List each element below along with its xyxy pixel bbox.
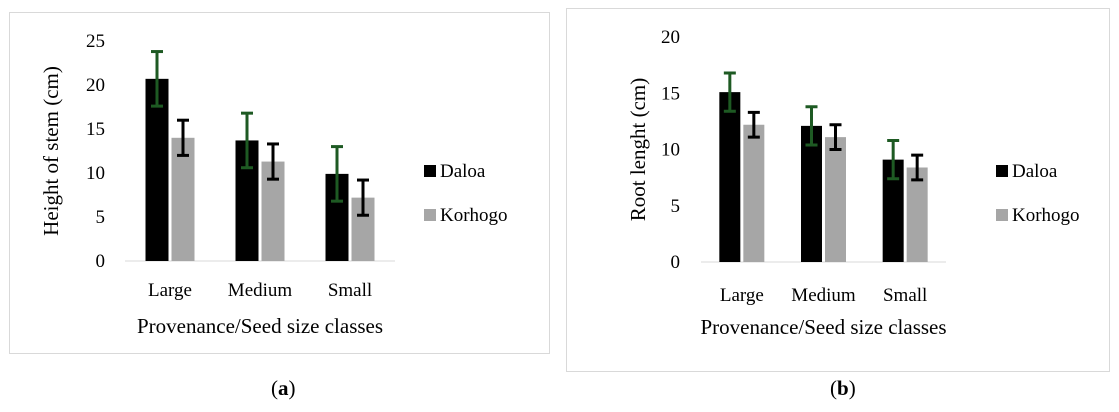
caption-a: (a) [271, 376, 296, 400]
caption-a-letter: a [278, 376, 289, 400]
chart-b-bar-korhogo-small [906, 167, 928, 262]
caption-b-letter: b [837, 376, 849, 400]
chart-b-bar-daloa-large [719, 92, 741, 262]
chart-a-ytick-label: 10 [86, 163, 105, 184]
chart-a-ytick-label: 25 [86, 31, 105, 52]
chart-a-legend-swatch-korhogo [424, 209, 436, 221]
chart-a-category-label: Medium [228, 280, 293, 301]
chart-b-x-axis-title: Provenance/Seed size classes [700, 315, 946, 339]
chart-a-ytick-label: 0 [96, 251, 106, 272]
chart-b-legend-swatch-korhogo [996, 209, 1008, 221]
chart-b-ytick-label: 15 [661, 83, 680, 104]
chart-b-ytick-label: 0 [671, 252, 681, 273]
chart-a-legend-swatch-daloa [424, 165, 436, 177]
chart-b-bar-daloa-small [882, 159, 904, 262]
chart-b-bar-daloa-medium [801, 125, 822, 262]
chart-b: 0 5 10 15 20 Large Medium Small Provenance/Seed … [626, 27, 1080, 339]
chart-a-ytick-label: 5 [96, 207, 106, 228]
chart-a-ytick-label: 15 [86, 119, 105, 140]
chart-b-legend-label-daloa: Daloa [1012, 161, 1058, 182]
chart-a-bar-korhogo-small [351, 197, 375, 261]
chart-a-bar-daloa-medium [235, 140, 259, 261]
chart-a-x-axis-title: Provenance/Seed size classes [137, 314, 383, 338]
chart-a-bar-korhogo-medium [261, 161, 285, 261]
chart-b-ytick-label: 20 [661, 27, 680, 48]
chart-b-legend-swatch-daloa [996, 165, 1008, 177]
chart-a-category-label: Small [328, 280, 372, 301]
chart-a-ytick-label: 20 [86, 75, 105, 96]
chart-b-ytick-label: 10 [661, 140, 680, 161]
chart-b-y-axis-title: Root lenght (cm) [626, 78, 650, 221]
chart-a-y-axis-title: Height of stem (cm) [39, 66, 63, 236]
chart-panel-a: 0 5 10 15 20 25 Large Medium Small Provenance/See… [9, 12, 550, 354]
chart-a-bar-korhogo-large [171, 137, 195, 261]
chart-b-category-label: Medium [791, 285, 856, 306]
chart-a: 0 5 10 15 20 25 Large Medium Small Provenance/See… [39, 31, 508, 338]
chart-a-bar-daloa-small [325, 173, 349, 261]
chart-b-bar-korhogo-medium [825, 137, 846, 262]
chart-b-legend-label-korhogo: Korhogo [1012, 205, 1080, 226]
chart-b-bar-korhogo-large [743, 124, 765, 262]
chart-b-category-label: Small [883, 285, 927, 306]
chart-a-legend-label-korhogo: Korhogo [440, 205, 508, 226]
chart-a-legend-label-daloa: Daloa [440, 161, 486, 182]
chart-b-ytick-label: 5 [671, 196, 681, 217]
chart-panel-b: 0 5 10 15 20 Large Medium Small Provenance/Seed … [566, 8, 1110, 372]
caption-b: (b) [830, 376, 856, 400]
chart-a-category-label: Large [148, 280, 192, 301]
chart-a-bar-daloa-large [145, 78, 169, 261]
chart-b-category-label: Large [720, 285, 764, 306]
